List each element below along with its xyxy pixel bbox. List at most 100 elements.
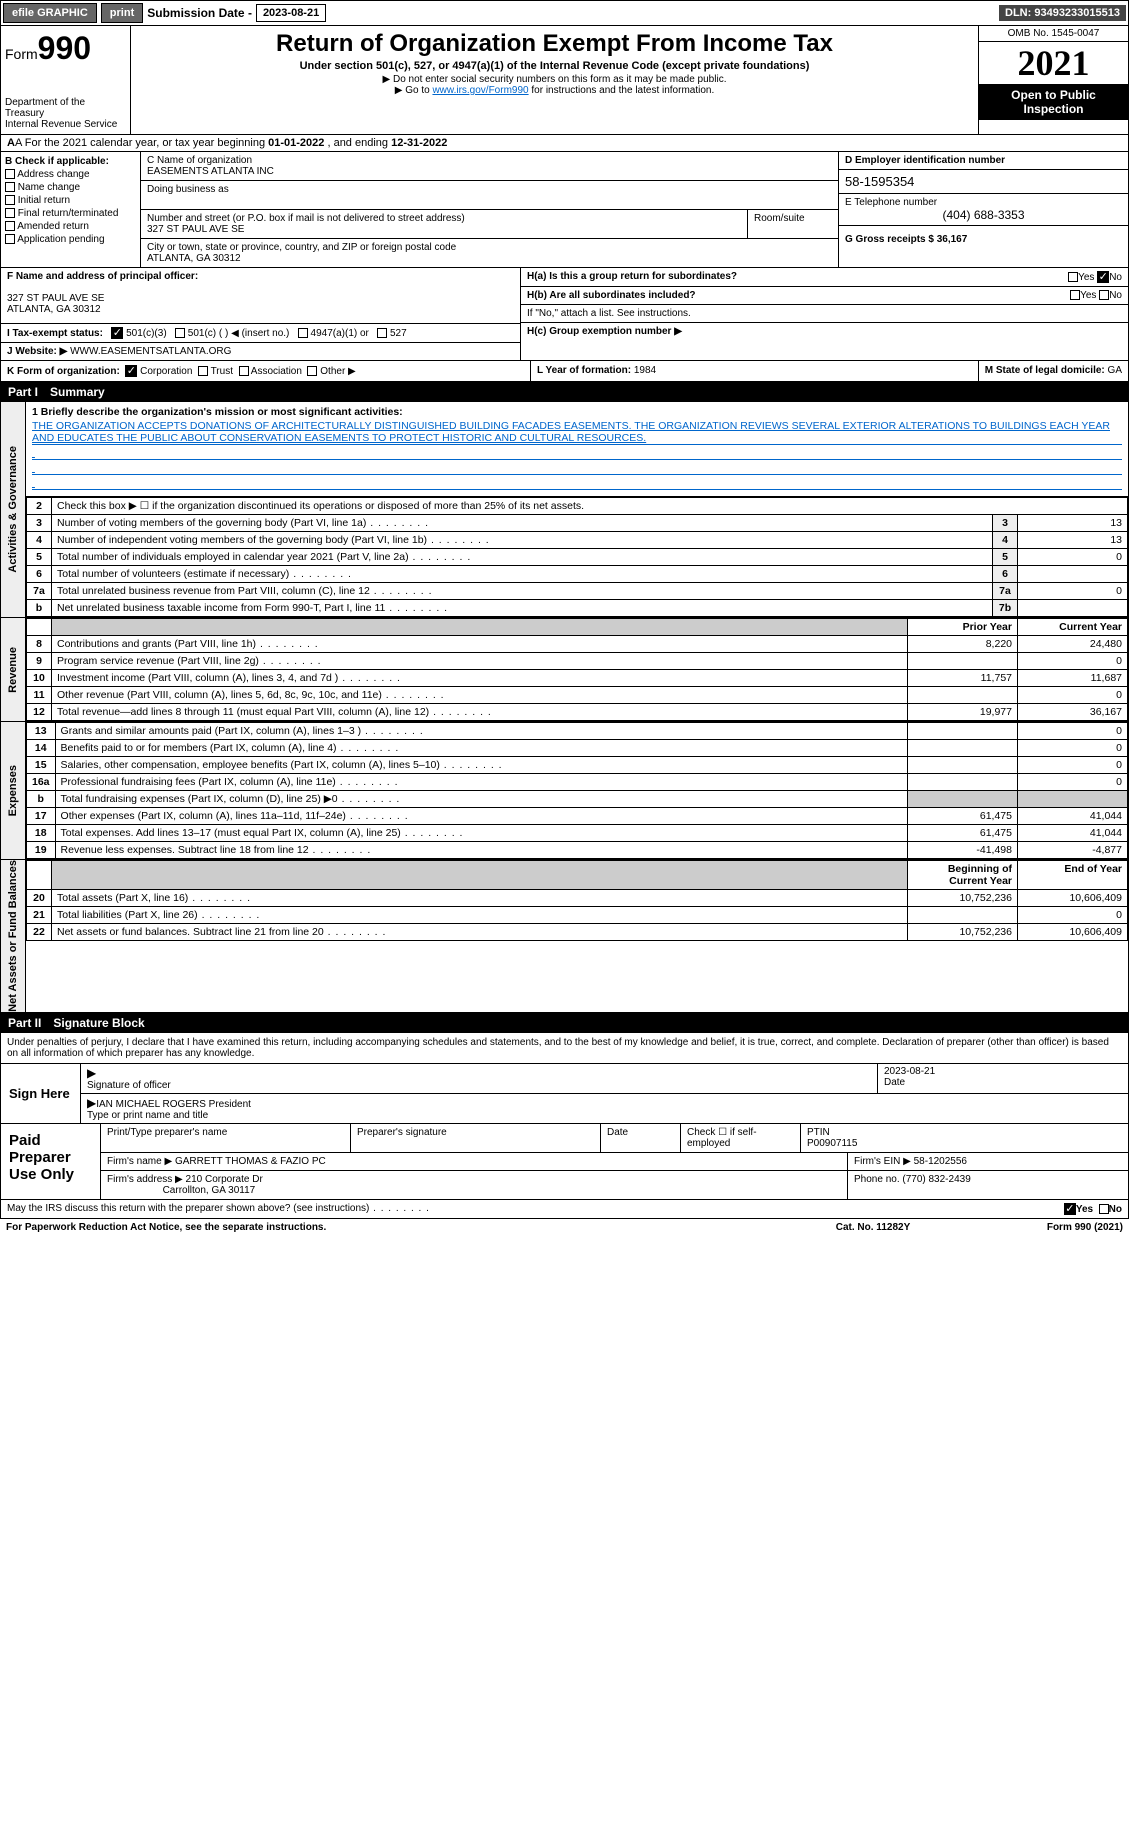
hb-no[interactable] xyxy=(1099,290,1109,300)
m-label: M State of legal domicile: xyxy=(985,365,1108,376)
submission-label: Submission Date - xyxy=(147,6,252,20)
hb-note: If "No," attach a list. See instructions… xyxy=(521,305,1128,323)
mission-text: THE ORGANIZATION ACCEPTS DONATIONS OF AR… xyxy=(32,420,1122,445)
top-bar: efile GRAPHIC print Submission Date - 20… xyxy=(0,0,1129,26)
i-label: I Tax-exempt status: xyxy=(7,328,103,339)
addr-value: 327 ST PAUL AVE SE xyxy=(147,224,741,235)
irs-link[interactable]: www.irs.gov/Form990 xyxy=(432,85,528,96)
declaration-text: Under penalties of perjury, I declare th… xyxy=(1,1033,1128,1064)
form-title: Return of Organization Exempt From Incom… xyxy=(135,30,974,58)
ein-label: D Employer identification number xyxy=(845,155,1005,166)
l-label: L Year of formation: xyxy=(537,365,634,376)
vlabel-revenue: Revenue xyxy=(1,618,26,721)
chk-name-change[interactable] xyxy=(5,182,15,192)
col-b-checkboxes: B Check if applicable: Address change Na… xyxy=(1,152,141,267)
hb-yes[interactable] xyxy=(1070,290,1080,300)
paid-preparer-label: Paid Preparer Use Only xyxy=(1,1124,101,1199)
submission-date: 2023-08-21 xyxy=(256,4,326,22)
f-label: F Name and address of principal officer: xyxy=(7,271,198,282)
omb-number: OMB No. 1545-0047 xyxy=(979,26,1128,42)
chk-address-change[interactable] xyxy=(5,169,15,179)
form-subtitle: Under section 501(c), 527, or 4947(a)(1)… xyxy=(135,60,974,72)
ssn-note: ▶ Do not enter social security numbers o… xyxy=(135,74,974,85)
form-header: Form990 Department of the Treasury Inter… xyxy=(0,26,1129,135)
efile-label: efile GRAPHIC xyxy=(3,3,97,23)
section-fghi: F Name and address of principal officer:… xyxy=(0,268,1129,361)
firm-phone: (770) 832-2439 xyxy=(902,1174,970,1185)
j-label: J Website: ▶ xyxy=(7,346,67,357)
firm-addr2: Carrollton, GA 30117 xyxy=(163,1185,256,1196)
footer: For Paperwork Reduction Act Notice, see … xyxy=(0,1219,1129,1236)
chk-501c[interactable] xyxy=(175,328,185,338)
vlabel-governance: Activities & Governance xyxy=(1,402,26,617)
discuss-row: May the IRS discuss this return with the… xyxy=(0,1200,1129,1219)
chk-initial-return[interactable] xyxy=(5,195,15,205)
date-label: Date xyxy=(884,1077,905,1088)
part1-header: Part I Summary xyxy=(0,382,1129,402)
gross-label: G Gross receipts $ 36,167 xyxy=(845,234,967,245)
chk-final-return[interactable] xyxy=(5,208,15,218)
tax-year: 2021 xyxy=(979,42,1128,84)
hb-label: H(b) Are all subordinates included? xyxy=(527,290,696,301)
firm-name: GARRETT THOMAS & FAZIO PC xyxy=(175,1156,326,1167)
chk-app-pending[interactable] xyxy=(5,234,15,244)
preparer-block: Paid Preparer Use Only Print/Type prepar… xyxy=(0,1124,1129,1200)
city-value: ATLANTA, GA 30312 xyxy=(147,253,832,264)
officer-name: IAN MICHAEL ROGERS President xyxy=(96,1099,251,1110)
dln-label: DLN: 93493233015513 xyxy=(999,5,1126,21)
org-name-label: C Name of organization xyxy=(147,155,832,166)
chk-527[interactable] xyxy=(377,328,387,338)
link-note: ▶ Go to www.irs.gov/Form990 for instruct… xyxy=(135,85,974,96)
prep-sig-label: Preparer's signature xyxy=(351,1124,601,1152)
firm-phone-label: Phone no. xyxy=(854,1174,902,1185)
type-name-label: Type or print name and title xyxy=(87,1110,208,1121)
ha-yes[interactable] xyxy=(1068,272,1078,282)
k-label: K Form of organization: xyxy=(7,366,120,377)
j-website: WWW.EASEMENTSATLANTA.ORG xyxy=(70,346,231,357)
vlabel-netassets: Net Assets or Fund Balances xyxy=(1,860,26,1012)
firm-name-label: Firm's name ▶ xyxy=(107,1156,175,1167)
discuss-text: May the IRS discuss this return with the… xyxy=(7,1203,369,1214)
row-a-tax-year: AA For the 2021 calendar year, or tax ye… xyxy=(0,135,1129,152)
dept-irs: Internal Revenue Service xyxy=(5,119,126,130)
open-public: Open to Public Inspection xyxy=(979,84,1128,120)
prep-name-label: Print/Type preparer's name xyxy=(101,1124,351,1152)
pra-notice: For Paperwork Reduction Act Notice, see … xyxy=(6,1222,773,1233)
chk-trust[interactable] xyxy=(198,366,208,376)
chk-other[interactable] xyxy=(307,366,317,376)
ha-label: H(a) Is this a group return for subordin… xyxy=(527,271,737,282)
chk-amended[interactable] xyxy=(5,221,15,231)
print-button[interactable]: print xyxy=(101,3,143,23)
chk-501c3[interactable]: ✓ xyxy=(111,327,123,339)
firm-addr-label: Firm's address ▶ xyxy=(107,1174,186,1185)
ptin-label: PTIN xyxy=(807,1127,830,1138)
vlabel-expenses: Expenses xyxy=(1,722,26,859)
ptin-value: P00907115 xyxy=(807,1138,857,1149)
org-name: EASEMENTS ATLANTA INC xyxy=(147,166,832,177)
section-bcd: B Check if applicable: Address change Na… xyxy=(0,152,1129,268)
col-d-ein: D Employer identification number 58-1595… xyxy=(838,152,1128,267)
expenses-table: 13Grants and similar amounts paid (Part … xyxy=(26,722,1128,859)
form-footer: Form 990 (2021) xyxy=(973,1222,1123,1233)
ha-no[interactable]: ✓ xyxy=(1097,271,1109,283)
signature-block: Under penalties of perjury, I declare th… xyxy=(0,1033,1129,1124)
hc-label: H(c) Group exemption number ▶ xyxy=(527,326,682,337)
q1-label: 1 Briefly describe the organization's mi… xyxy=(32,406,403,418)
chk-4947[interactable] xyxy=(298,328,308,338)
discuss-yes[interactable]: ✓ xyxy=(1064,1203,1076,1215)
sig-date-value: 2023-08-21 xyxy=(884,1066,935,1077)
addr-label: Number and street (or P.O. box if mail i… xyxy=(147,213,741,224)
tel-value: (404) 688-3353 xyxy=(845,208,1122,222)
form-number: Form990 xyxy=(5,30,126,67)
firm-addr1: 210 Corporate Dr xyxy=(186,1174,263,1185)
dept-treasury: Department of the Treasury xyxy=(5,97,126,119)
discuss-no[interactable] xyxy=(1099,1204,1109,1214)
firm-ein-label: Firm's EIN ▶ xyxy=(854,1156,914,1167)
chk-corp[interactable]: ✓ xyxy=(125,365,137,377)
chk-assoc[interactable] xyxy=(239,366,249,376)
f-addr2: ATLANTA, GA 30312 xyxy=(7,304,101,315)
section-klm: K Form of organization: ✓ Corporation Tr… xyxy=(0,361,1129,382)
room-label: Room/suite xyxy=(748,210,838,238)
sig-officer-label: Signature of officer xyxy=(87,1080,171,1091)
prep-date-label: Date xyxy=(601,1124,681,1152)
